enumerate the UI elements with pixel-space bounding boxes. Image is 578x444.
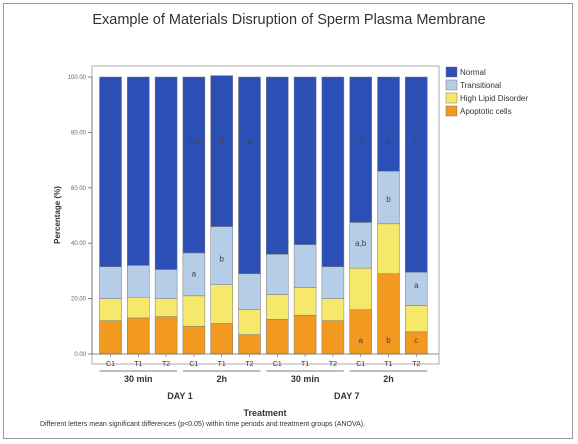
bar-segment-high-lipid-disorder (377, 223, 400, 274)
bar-segment-normal (321, 76, 345, 267)
significance-letter: b (386, 336, 391, 345)
bar-segment-apoptotic-cells (182, 326, 206, 355)
significance-letter: a (358, 137, 363, 146)
group-label: 2h (383, 374, 394, 384)
bar-segment-apoptotic-cells (154, 316, 178, 355)
legend-label: High Lipid Disorder (460, 94, 528, 103)
bars-layer (99, 75, 428, 355)
bar-segment-normal (405, 76, 428, 273)
bar-segment-normal (210, 75, 233, 227)
significance-letter: a (247, 137, 252, 146)
bar-segment-normal (238, 76, 261, 274)
significance-letter: a (358, 336, 363, 345)
x-tick-label: T2 (162, 361, 170, 368)
bar-segment-normal (266, 76, 289, 255)
y-tick-label: 40.00 (71, 241, 87, 247)
bar-segment-high-lipid-disorder (127, 296, 150, 319)
x-tick-label: T1 (384, 361, 392, 368)
bar-segment-apoptotic-cells (321, 320, 345, 355)
x-tick-label: C1 (356, 361, 365, 368)
x-tick-label: C1 (189, 361, 198, 368)
bar-segment-high-lipid-disorder (99, 298, 122, 322)
bar-segment-normal (182, 76, 206, 254)
significance-letter: b (386, 195, 391, 204)
significance-letter: b (219, 137, 224, 146)
bar-segment-apoptotic-cells (293, 314, 317, 355)
bar-segment-transitional (154, 269, 178, 299)
bar-segment-high-lipid-disorder (210, 284, 233, 324)
x-tick-label: C1 (106, 361, 115, 368)
bar-segment-apoptotic-cells (127, 317, 150, 355)
significance-letter: a (386, 137, 391, 146)
x-tick-label: T1 (134, 361, 142, 368)
bar-segment-high-lipid-disorder (266, 294, 289, 320)
bar-segment-apoptotic-cells (238, 334, 261, 355)
bar-segment-high-lipid-disorder (182, 295, 206, 327)
x-tick-label: C1 (273, 361, 282, 368)
bar-segment-high-lipid-disorder (349, 267, 372, 310)
significance-letter: b (219, 254, 224, 263)
legend-swatch (445, 79, 458, 91)
x-tick-label: T2 (245, 361, 253, 368)
y-tick-label: 60.00 (71, 186, 87, 192)
bar-segment-normal (293, 76, 317, 245)
y-tick-label: 80.00 (71, 130, 87, 136)
footnote: Different letters mean significant diffe… (40, 421, 366, 428)
legend-swatch (445, 105, 458, 117)
y-axis-label: Percentage (%) (53, 186, 62, 244)
bar-segment-apoptotic-cells (99, 320, 122, 355)
day-label: DAY 1 (167, 391, 193, 401)
significance-letter: c (414, 336, 418, 345)
y-axis: 0.00 20.00 40.00 60.00 80.00 100.00 (68, 75, 93, 358)
bar-segment-normal (154, 76, 178, 270)
legend-swatch (445, 92, 458, 104)
y-tick-label: 0.00 (74, 352, 86, 358)
bar-segment-transitional (127, 265, 150, 298)
bar-segment-high-lipid-disorder (293, 287, 317, 316)
x-tick-label: T2 (412, 361, 420, 368)
chart-title: Example of Materials Disruption of Sperm… (92, 12, 486, 28)
x-tick-label: T1 (218, 361, 226, 368)
bar-segment-high-lipid-disorder (238, 309, 261, 335)
group-label: 2h (216, 374, 227, 384)
bar-segment-normal (349, 76, 372, 223)
legend-label: Apoptotic cells (460, 107, 512, 116)
significance-letter: a,b (355, 239, 367, 248)
legend-label: Transitional (460, 81, 501, 90)
y-tick-label: 20.00 (71, 297, 87, 303)
significance-letter: a (192, 270, 197, 279)
group-label: 30 min (124, 374, 153, 384)
bar-segment-apoptotic-cells (266, 319, 289, 355)
bar-segment-apoptotic-cells (349, 309, 372, 355)
legend-label: Normal (460, 68, 486, 77)
legend-swatch (445, 66, 458, 78)
bar-segment-normal (127, 76, 150, 266)
x-tick-label: T1 (301, 361, 309, 368)
bar-segment-high-lipid-disorder (405, 305, 428, 333)
legend: Normal Transitional High Lipid Disorder Apo… (445, 66, 528, 117)
significance-letter: a (414, 281, 419, 290)
bar-segment-high-lipid-disorder (321, 298, 345, 322)
day-label: DAY 7 (334, 391, 360, 401)
x-tick-label: T2 (329, 361, 337, 368)
bar-segment-high-lipid-disorder (154, 298, 178, 317)
significance-letter: c (414, 137, 418, 146)
x-axis-label: Treatment (243, 408, 286, 418)
y-tick-label: 100.00 (68, 75, 87, 81)
significance-letter: a,b (188, 137, 200, 146)
bar-segment-transitional (293, 244, 317, 288)
significance-letters: a,b b a a b a a c a,b b a a b c (188, 137, 419, 345)
x-axis: C1 T1 T2 C1 T1 T2 C1 T1 T2 C1 T1 T2 30 min 2h 30 min 2h… (92, 353, 439, 401)
bar-segment-normal (99, 76, 122, 267)
group-label: 30 min (291, 374, 320, 384)
bar-segment-apoptotic-cells (210, 323, 233, 355)
bar-segment-transitional (321, 266, 345, 299)
bar-segment-normal (377, 76, 400, 172)
bar-segment-transitional (238, 273, 261, 310)
bar-segment-transitional (99, 266, 122, 299)
bar-segment-transitional (266, 254, 289, 295)
